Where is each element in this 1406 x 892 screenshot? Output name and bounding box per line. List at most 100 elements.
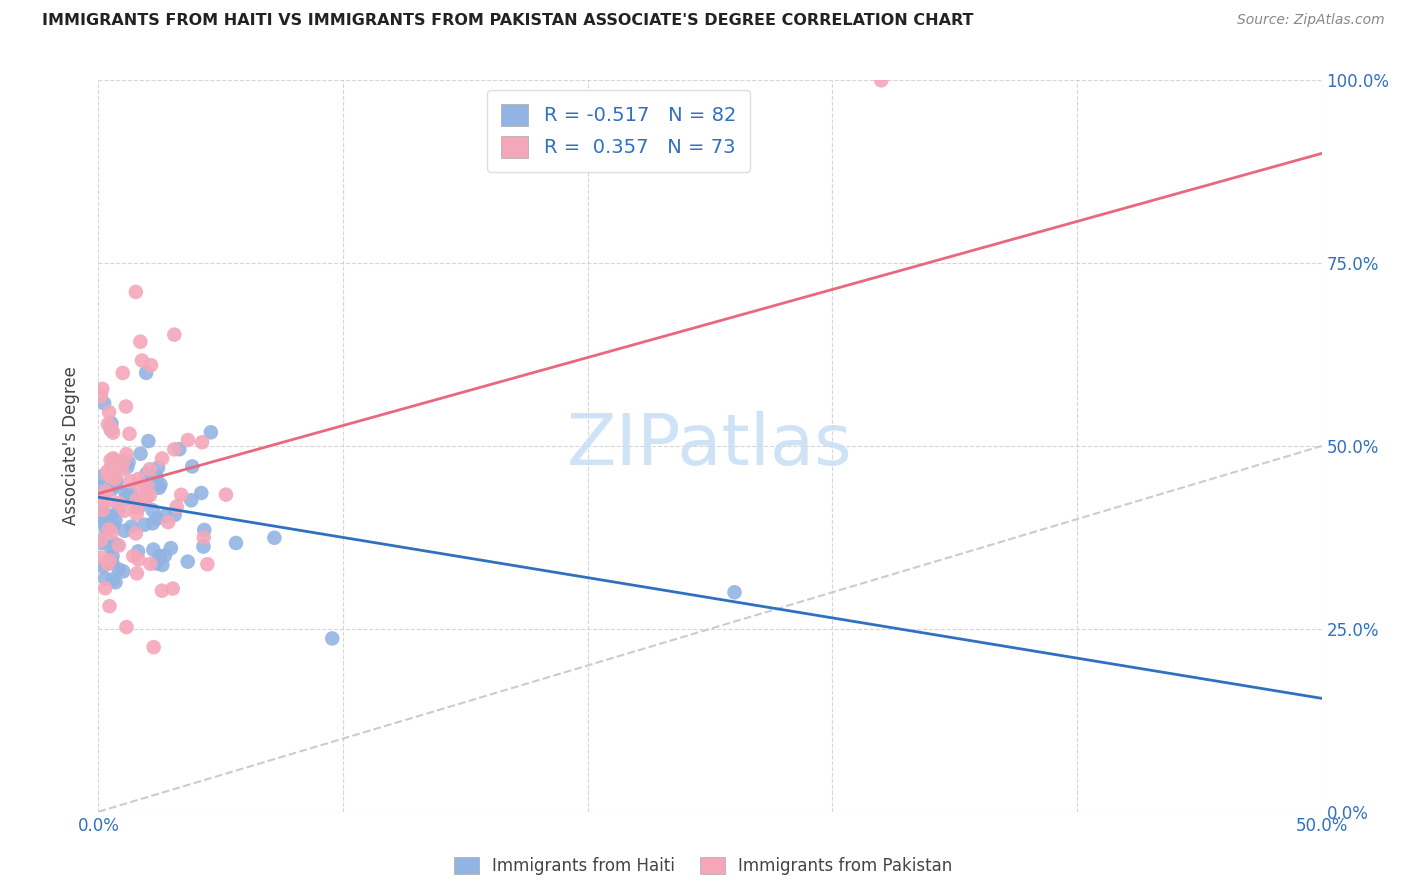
Point [150,451,173,466]
Point [193,523,215,537]
Point [108,539,131,553]
Point [128,552,150,566]
Point [143,479,166,493]
Point [139,488,162,502]
Point [98,553,121,567]
Point [105,475,128,489]
Point [723,585,745,599]
Point [115,491,138,506]
Point [157,515,180,529]
Point [97,468,120,483]
Point [107,503,129,517]
Point [170,488,193,502]
Point [118,426,141,441]
Point [103,518,125,533]
Point [180,493,202,508]
Point [225,536,247,550]
Point [94,572,117,586]
Point [146,511,169,525]
Point [153,509,176,524]
Point [181,459,204,474]
Point [101,556,124,570]
Point [263,531,285,545]
Point [115,447,138,461]
Point [148,481,170,495]
Point [127,472,149,486]
Point [125,507,148,521]
Point [149,549,172,564]
Point [96,508,118,522]
Point [122,549,145,563]
Point [104,575,127,590]
Point [134,475,156,490]
Point [90,536,112,550]
Point [100,493,122,508]
Point [127,544,149,558]
Point [97,417,120,432]
Point [100,461,122,475]
Point [129,447,152,461]
Point [117,460,139,475]
Text: ZIPatlas: ZIPatlas [567,411,853,481]
Legend: Immigrants from Haiti, Immigrants from Pakistan: Immigrants from Haiti, Immigrants from P… [446,849,960,884]
Point [162,582,184,596]
Point [142,542,165,557]
Point [177,433,200,447]
Text: Source: ZipAtlas.com: Source: ZipAtlas.com [1237,13,1385,28]
Point [166,500,188,514]
Point [91,503,114,517]
Point [103,461,125,475]
Point [163,442,186,457]
Point [153,549,176,563]
Point [136,482,159,496]
Point [115,620,138,634]
Point [101,549,124,563]
Point [135,467,157,481]
Point [94,484,117,499]
Point [104,472,127,486]
Point [90,533,112,548]
Point [142,503,165,517]
Point [136,479,159,493]
Point [111,366,134,380]
Point [108,496,131,510]
Point [90,497,112,511]
Point [125,500,148,515]
Point [105,538,128,552]
Point [120,475,142,489]
Point [104,478,127,492]
Point [96,465,118,479]
Point [97,520,120,534]
Point [169,442,191,457]
Point [103,451,125,466]
Text: IMMIGRANTS FROM HAITI VS IMMIGRANTS FROM PAKISTAN ASSOCIATE'S DEGREE CORRELATION: IMMIGRANTS FROM HAITI VS IMMIGRANTS FROM… [42,13,974,29]
Point [163,327,186,342]
Point [146,460,169,475]
Point [90,490,112,504]
Point [90,469,112,483]
Point [103,537,125,551]
Point [160,541,183,556]
Point [118,484,141,499]
Point [101,425,124,440]
Point [139,557,162,571]
Point [128,500,150,514]
Point [98,405,121,419]
Point [149,477,172,491]
Point [117,455,139,469]
Point [94,522,117,536]
Point [135,490,157,504]
Point [321,632,343,646]
Point [114,504,136,518]
Point [177,555,200,569]
Point [100,453,122,467]
Point [91,382,114,396]
Point [145,557,167,571]
Point [94,581,117,595]
Point [114,487,136,501]
Point [97,557,120,571]
Point [103,470,125,484]
Point [103,453,125,467]
Point [115,400,138,414]
Point [90,514,112,528]
